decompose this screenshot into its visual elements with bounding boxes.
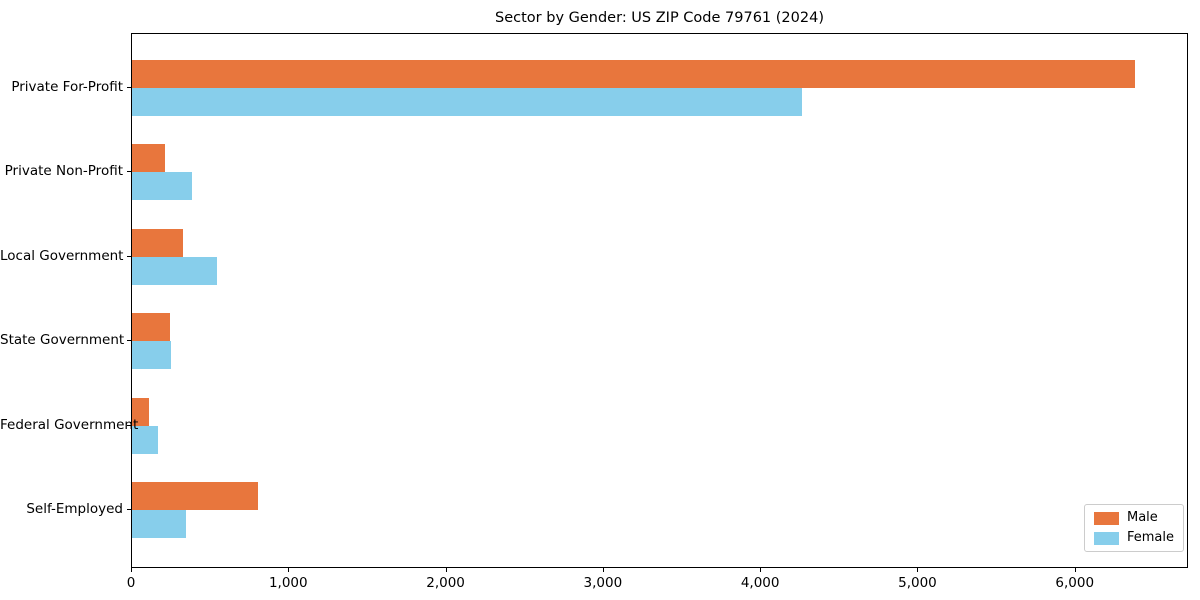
y-tick-mark: [127, 171, 131, 173]
x-tick-mark: [131, 568, 132, 572]
legend-entry-female: Female: [1093, 530, 1174, 545]
y-category-label: Federal Government: [0, 416, 139, 433]
chart-title: Sector by Gender: US ZIP Code 79761 (202…: [495, 10, 824, 26]
y-tick-mark: [127, 424, 131, 426]
bar-male-1: [132, 144, 165, 173]
y-category-label: Local Government: [0, 247, 124, 264]
plot-area: Male Female: [131, 33, 1188, 568]
legend-label-male: Male: [1126, 510, 1158, 525]
legend-entry-male: Male: [1093, 510, 1174, 525]
y-category-label: Private Non-Profit: [4, 163, 123, 180]
bar-male-4: [132, 397, 150, 426]
bar-male-2: [132, 228, 184, 257]
x-tick-label: 3,000: [583, 575, 623, 591]
legend: Male Female: [1083, 504, 1184, 552]
x-tick-label: 0: [126, 575, 136, 591]
x-tick-label: 5,000: [898, 575, 937, 591]
x-tick-mark: [288, 568, 290, 572]
bar-female-5: [132, 510, 187, 538]
x-tick-mark: [917, 568, 919, 572]
y-tick-mark: [127, 509, 131, 510]
bar-male-3: [132, 313, 171, 342]
y-tick-mark: [127, 340, 131, 342]
y-category-label: State Government: [0, 332, 125, 349]
x-tick-mark: [760, 568, 762, 572]
x-tick-mark: [1074, 568, 1076, 572]
y-tick-mark: [127, 87, 131, 88]
x-tick-label: 6,000: [1055, 575, 1095, 591]
x-tick-mark: [445, 568, 447, 572]
bar-female-3: [132, 341, 172, 370]
bar-male-0: [132, 60, 1136, 88]
bar-female-2: [132, 256, 217, 285]
x-tick-label: 2,000: [426, 575, 465, 591]
x-tick-label: 1,000: [268, 575, 308, 591]
legend-swatch-male: [1093, 511, 1119, 525]
y-category-label: Private For-Profit: [11, 79, 123, 95]
y-category-label: Self-Employed: [26, 501, 123, 517]
bar-female-4: [132, 425, 158, 454]
bar-female-0: [132, 88, 803, 116]
bar-male-5: [132, 482, 259, 510]
bar-female-1: [132, 172, 192, 201]
legend-swatch-female: [1093, 531, 1119, 545]
x-tick-mark: [602, 568, 604, 572]
legend-label-female: Female: [1126, 530, 1174, 545]
x-tick-label: 4,000: [740, 575, 780, 591]
y-tick-mark: [127, 255, 131, 257]
